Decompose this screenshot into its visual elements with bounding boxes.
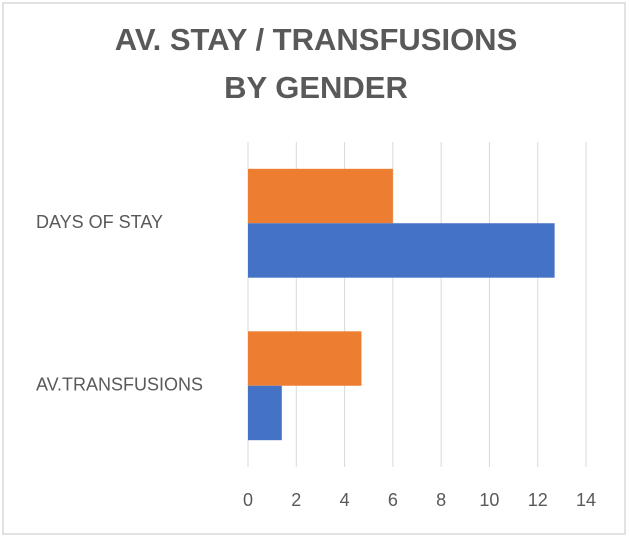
x-tick-label: 4 (340, 490, 350, 510)
bar (248, 168, 393, 224)
y-tick-label: AV.TRANSFUSIONS (36, 375, 203, 395)
y-tick-label: DAYS OF STAY (36, 212, 163, 232)
x-tick-label: 12 (528, 490, 548, 510)
x-tick-label: 2 (291, 490, 301, 510)
x-tick-label: 0 (243, 490, 253, 510)
x-tick-label: 8 (436, 490, 446, 510)
x-tick-label: 6 (388, 490, 398, 510)
chart-title: BY GENDER (224, 70, 408, 105)
bar (248, 331, 362, 386)
x-tick-label: 14 (576, 490, 596, 510)
bar (248, 223, 555, 278)
chart-title: AV. STAY / TRANSFUSIONS (115, 22, 518, 57)
x-tick-label: 10 (479, 490, 499, 510)
bar (248, 385, 282, 441)
